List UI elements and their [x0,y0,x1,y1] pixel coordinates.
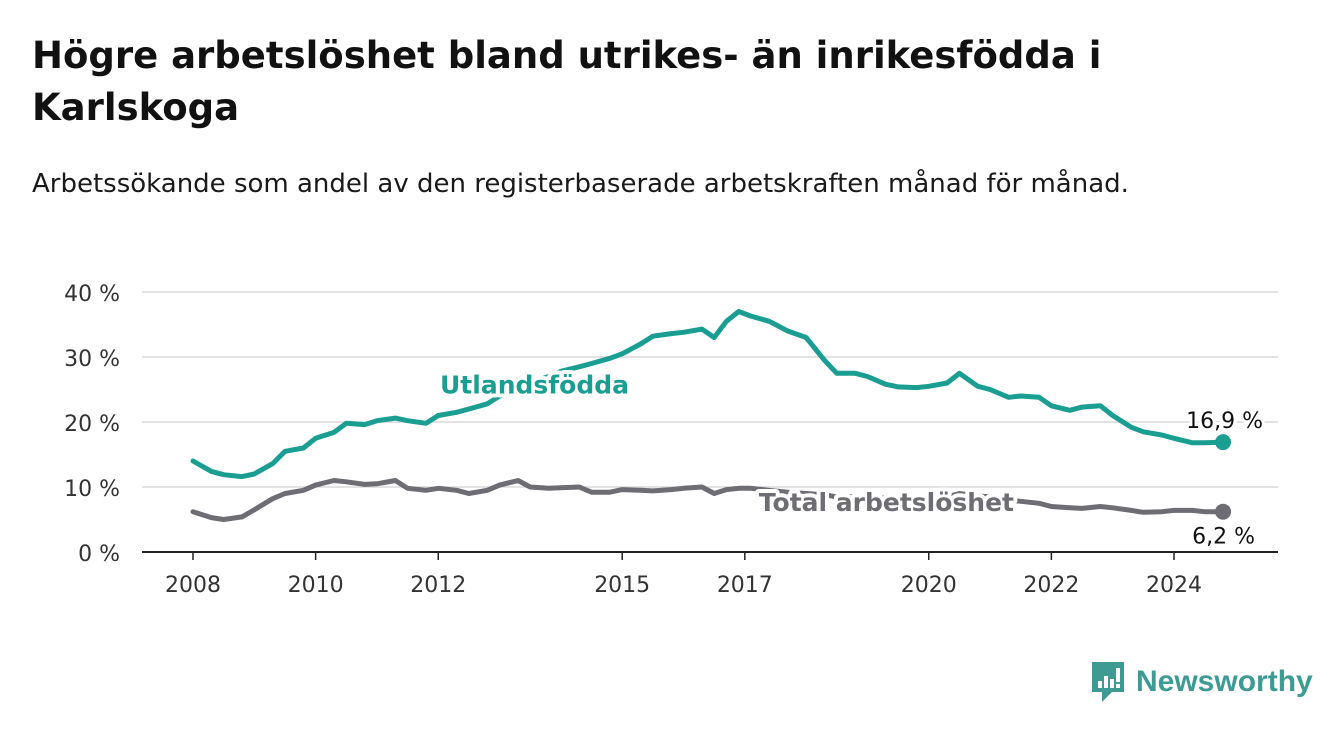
end-value-total: 6,2 % [1192,525,1255,550]
brand-name: Newsworthy [1136,665,1313,698]
y-tick-label: 0 % [78,542,120,567]
y-tick-label: 10 % [64,477,120,502]
x-tick-label: 2020 [901,573,957,598]
x-axis-ticks: 2008 2010 2012 2015 2017 2020 2022 2024 [165,552,1202,598]
x-tick-label: 2012 [410,573,466,598]
y-tick-label: 40 % [64,282,120,307]
y-axis-ticks: 0 % 10 % 20 % 30 % 40 % [64,282,120,567]
y-tick-label: 20 % [64,412,120,437]
newsworthy-logo: Newsworthy [1090,660,1313,704]
x-tick-label: 2024 [1146,573,1202,598]
line-chart: 0 % 10 % 20 % 30 % 40 % 2008 2010 2012 2015 2017… [64,282,1278,598]
newsworthy-icon [1092,662,1124,702]
x-tick-label: 2017 [717,573,773,598]
y-tick-label: 30 % [64,347,120,372]
series-end-point [1215,503,1232,520]
x-tick-label: 2022 [1023,573,1079,598]
series-end-point [1215,434,1232,451]
chart-title: Högre arbetslöshet bland utrikes- än inr… [32,34,1102,129]
x-tick-label: 2010 [288,573,344,598]
series-lines [190,309,1232,522]
x-tick-label: 2008 [165,573,221,598]
series-labels: Utlandsfödda Total arbetslöshet 16,9 % 6,2 … [436,366,1266,552]
grid-lines [142,291,1278,553]
series-line-utlandsfodda [190,309,1226,480]
series-label-total: Total arbetslöshet [759,488,1014,517]
end-value-utlandsfodda: 16,9 % [1186,409,1263,434]
chart-subtitle: Arbetssökande som andel av den registerb… [32,169,1129,199]
x-tick-label: 2015 [594,573,650,598]
series-line-total [190,478,1226,522]
series-label-utlandsfodda: Utlandsfödda [440,370,629,399]
